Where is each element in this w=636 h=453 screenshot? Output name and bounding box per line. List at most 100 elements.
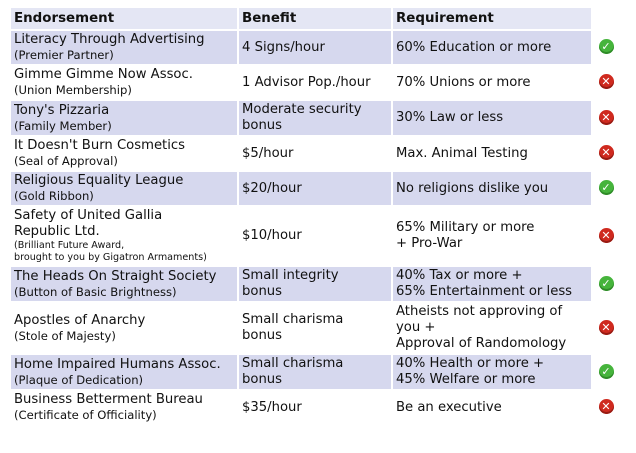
benefit-cell: $5/hour — [239, 137, 391, 170]
endorsement-cell: Business Betterment Bureau (Certificate o… — [11, 391, 237, 424]
x-icon: ✕ — [598, 145, 614, 161]
table-row[interactable]: Business Betterment Bureau (Certificate o… — [11, 391, 619, 424]
requirement-text: 45% Welfare or more — [396, 372, 536, 387]
table-row[interactable]: Religious Equality League (Gold Ribbon) $2… — [11, 172, 619, 205]
endorsement-award: (Union Membership) — [14, 83, 132, 97]
endorsement-award: (Premier Partner) — [14, 48, 114, 62]
requirement-text: 60% Education or more — [396, 39, 552, 55]
endorsement-name: Safety of United Gallia — [14, 208, 163, 223]
check-icon: ✓ — [598, 363, 614, 379]
requirement-text: No religions dislike you — [396, 180, 549, 196]
table-row[interactable]: Literacy Through Advertising (Premier Par… — [11, 31, 619, 64]
requirement-cell: 30% Law or less — [393, 101, 591, 135]
benefit-cell: $20/hour — [239, 172, 391, 205]
requirement-text: + Pro-War — [396, 236, 463, 251]
endorsement-cell: It Doesn't Burn Cosmetics (Seal of Approv… — [11, 137, 237, 170]
endorsement-cell: The Heads On Straight Society (Button of … — [11, 267, 237, 301]
benefit-text: $35/hour — [242, 399, 302, 415]
requirement-cell: 65% Military or more + Pro-War — [393, 207, 591, 265]
x-icon: ✕ — [598, 109, 614, 125]
endorsement-name: Business Betterment Bureau — [14, 392, 203, 407]
benefit-text: Small charisma — [242, 356, 344, 371]
benefit-text: bonus — [242, 328, 283, 343]
endorsement-cell: Literacy Through Advertising (Premier Par… — [11, 31, 237, 64]
x-icon: ✕ — [598, 227, 614, 243]
requirement-cell: No religions dislike you — [393, 172, 591, 205]
endorsement-award: (Brilliant Future Award, — [14, 240, 125, 251]
table-row[interactable]: The Heads On Straight Society (Button of … — [11, 267, 619, 301]
table-row[interactable]: It Doesn't Burn Cosmetics (Seal of Approv… — [11, 137, 619, 170]
benefit-text: bonus — [242, 284, 283, 299]
requirement-cell: Atheists not approving of you + Approval o… — [393, 303, 591, 353]
benefit-text: Small integrity — [242, 268, 339, 283]
endorsement-award: brought to you by Gigatron Armaments) — [14, 252, 207, 263]
endorsement-table: Endorsement Benefit Requirement Literacy… — [9, 6, 621, 426]
endorsement-award: (Seal of Approval) — [14, 154, 118, 168]
benefit-cell: $35/hour — [239, 391, 391, 424]
endorsement-award: (Plaque of Dedication) — [14, 372, 144, 387]
endorsement-cell: Gimme Gimme Now Assoc. (Union Membership) — [11, 66, 237, 99]
requirement-text: 40% Tax or more + — [396, 268, 523, 283]
status-cell: ✕ — [593, 207, 619, 265]
x-icon: ✕ — [598, 74, 614, 90]
endorsement-name: It Doesn't Burn Cosmetics — [14, 138, 186, 153]
table-row[interactable]: Home Impaired Humans Assoc. (Plaque of De… — [11, 355, 619, 389]
check-icon: ✓ — [598, 275, 614, 291]
benefit-cell: Small charisma bonus — [239, 303, 391, 353]
table-row[interactable]: Safety of United Gallia Republic Ltd. (Bri… — [11, 207, 619, 265]
header-endorsement: Endorsement — [11, 8, 237, 29]
table-row[interactable]: Apostles of Anarchy (Stole of Majesty) Sma… — [11, 303, 619, 353]
requirement-cell: 40% Tax or more +65% Entertainment or le… — [393, 267, 591, 301]
endorsement-name: Home Impaired Humans Assoc. — [14, 356, 221, 372]
table-row[interactable]: Tony's Pizzaria (Family Member) Moderate s… — [11, 101, 619, 135]
table-body: Literacy Through Advertising (Premier Par… — [11, 31, 619, 424]
requirement-cell: Max. Animal Testing — [393, 137, 591, 170]
status-cell: ✕ — [593, 66, 619, 99]
header-status — [593, 8, 619, 29]
requirement-text: Be an executive — [396, 399, 502, 415]
requirement-text: 30% Law or less — [396, 110, 504, 125]
status-cell: ✓ — [593, 31, 619, 64]
status-cell: ✕ — [593, 303, 619, 353]
header-requirement: Requirement — [393, 8, 591, 29]
benefit-cell: $10/hour — [239, 207, 391, 265]
requirement-cell: 40% Health or more +45% Welfare or more — [393, 355, 591, 389]
endorsement-cell: Apostles of Anarchy (Stole of Majesty) — [11, 303, 237, 353]
benefit-cell: Small charisma bonus — [239, 355, 391, 389]
status-cell: ✓ — [593, 267, 619, 301]
benefit-cell: Small integrity bonus — [239, 267, 391, 301]
check-icon: ✓ — [598, 180, 614, 196]
header-benefit: Benefit — [239, 8, 391, 29]
requirement-text: Max. Animal Testing — [396, 145, 528, 161]
benefit-cell: Moderate security bonus — [239, 101, 391, 135]
requirement-cell: Be an executive — [393, 391, 591, 424]
table-row[interactable]: Gimme Gimme Now Assoc. (Union Membership)… — [11, 66, 619, 99]
requirement-text: 65% Military or more — [396, 220, 535, 235]
benefit-text: $10/hour — [242, 228, 302, 243]
endorsement-cell: Religious Equality League (Gold Ribbon) — [11, 172, 237, 205]
requirement-text: 65% Entertainment or less — [396, 284, 573, 299]
endorsement-award: (Certificate of Officiality) — [14, 408, 157, 422]
endorsement-name: Tony's Pizzaria — [14, 102, 110, 118]
check-icon: ✓ — [598, 39, 614, 55]
endorsement-name: The Heads On Straight Society — [14, 268, 217, 284]
requirement-cell: 70% Unions or more — [393, 66, 591, 99]
requirement-text: 70% Unions or more — [396, 74, 531, 90]
benefit-text: Moderate security — [242, 102, 362, 117]
endorsement-name-cont: Republic Ltd. — [14, 224, 100, 239]
table-header-row: Endorsement Benefit Requirement — [11, 8, 619, 29]
requirement-text: Approval of Randomology — [396, 336, 567, 351]
benefit-text: $20/hour — [242, 180, 302, 196]
status-cell: ✕ — [593, 101, 619, 135]
endorsement-name: Literacy Through Advertising — [14, 32, 205, 47]
benefit-text: 4 Signs/hour — [242, 39, 325, 55]
endorsement-cell: Tony's Pizzaria (Family Member) — [11, 101, 237, 135]
status-cell: ✓ — [593, 355, 619, 389]
requirement-text: you + — [396, 320, 436, 335]
endorsement-award: (Stole of Majesty) — [14, 328, 116, 343]
status-cell: ✓ — [593, 172, 619, 205]
endorsement-cell: Home Impaired Humans Assoc. (Plaque of De… — [11, 355, 237, 389]
benefit-text: bonus — [242, 118, 283, 133]
endorsement-award: (Gold Ribbon) — [14, 189, 94, 203]
x-icon: ✕ — [598, 399, 614, 415]
